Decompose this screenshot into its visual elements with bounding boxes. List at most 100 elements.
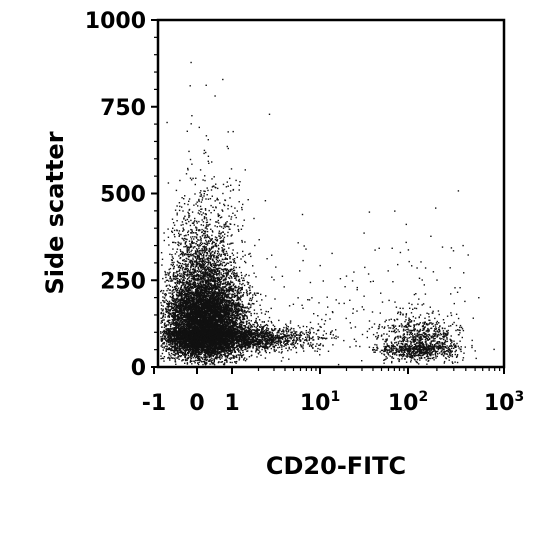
data-point [224, 347, 226, 349]
data-point [171, 300, 174, 302]
data-point [170, 345, 173, 347]
data-point [265, 310, 267, 313]
data-point [220, 291, 223, 293]
data-point [214, 273, 216, 275]
data-point [194, 359, 197, 362]
data-point [178, 265, 181, 267]
data-point [231, 308, 233, 311]
data-point [224, 354, 226, 356]
data-point [238, 356, 241, 358]
data-point [231, 306, 233, 308]
data-point [238, 349, 240, 352]
data-point [195, 353, 197, 356]
data-point [184, 320, 187, 322]
data-point [174, 301, 176, 304]
data-point [204, 246, 206, 249]
data-point [236, 272, 238, 274]
data-point [179, 257, 181, 260]
data-point [208, 347, 210, 350]
data-point [168, 352, 170, 354]
data-point [188, 293, 191, 295]
data-point [209, 355, 212, 358]
data-point [244, 275, 246, 277]
data-point [233, 335, 236, 337]
data-point [199, 266, 202, 268]
data-point [229, 297, 231, 300]
data-point [231, 314, 234, 316]
data-point [176, 278, 178, 280]
data-point [199, 299, 202, 301]
data-point [237, 299, 239, 301]
data-point [212, 355, 214, 357]
data-point [251, 298, 253, 300]
data-point [179, 272, 181, 275]
data-point [253, 293, 256, 295]
data-point [217, 301, 220, 303]
data-point [165, 279, 168, 282]
data-point [218, 327, 221, 329]
data-point [260, 293, 262, 296]
data-point [163, 300, 165, 302]
data-point [204, 363, 206, 365]
data-point [170, 279, 172, 282]
data-point [168, 310, 170, 312]
data-point [224, 352, 226, 354]
data-point [176, 331, 178, 333]
data-point [235, 354, 238, 357]
data-point [176, 289, 179, 291]
data-point [228, 301, 230, 303]
data-point [231, 320, 233, 323]
data-point [189, 314, 191, 316]
data-point [222, 248, 224, 250]
data-point [202, 363, 204, 366]
data-point [235, 308, 237, 310]
data-point [171, 254, 173, 256]
data-point [177, 307, 179, 310]
data-point [227, 351, 229, 353]
data-point [191, 290, 193, 292]
data-point [175, 305, 177, 307]
data-point [214, 250, 217, 252]
data-point [166, 333, 169, 336]
data-point [213, 347, 215, 349]
data-point [223, 291, 225, 294]
data-point [162, 338, 164, 340]
data-point [168, 339, 171, 341]
data-point [217, 312, 219, 314]
data-point [243, 307, 246, 309]
data-point [219, 294, 221, 296]
data-point [228, 345, 230, 347]
data-point [206, 318, 208, 321]
data-point [218, 274, 220, 276]
data-point [203, 358, 206, 361]
data-point [236, 256, 238, 258]
data-point [242, 306, 245, 308]
data-point [170, 308, 173, 310]
data-point [232, 293, 235, 296]
data-point [229, 340, 231, 342]
data-point [165, 294, 167, 296]
data-point [184, 358, 187, 360]
data-point [162, 337, 164, 339]
data-point [204, 269, 206, 271]
data-point [196, 291, 199, 293]
data-point [200, 353, 202, 355]
data-point [202, 343, 205, 345]
data-point [177, 347, 179, 349]
data-point [169, 336, 172, 338]
data-point [243, 316, 245, 318]
data-point [213, 277, 215, 280]
data-point [239, 297, 241, 299]
data-point [176, 276, 178, 278]
data-point [165, 348, 167, 350]
data-point [162, 277, 164, 280]
data-point [180, 314, 182, 316]
data-point [225, 317, 227, 319]
data-point [212, 263, 214, 265]
data-point [198, 296, 201, 298]
data-point [165, 343, 168, 345]
data-point [171, 347, 173, 349]
data-point [195, 301, 198, 303]
data-point [210, 290, 212, 293]
